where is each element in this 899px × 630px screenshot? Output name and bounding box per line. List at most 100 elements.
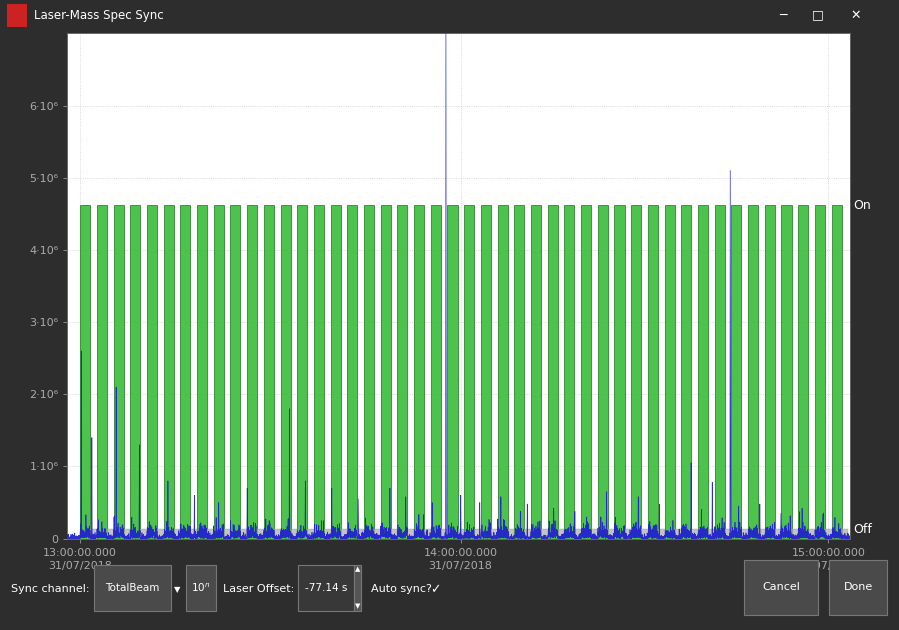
Bar xyxy=(592,529,598,539)
Bar xyxy=(658,529,664,539)
Bar xyxy=(581,205,592,539)
Text: -77.14 s: -77.14 s xyxy=(305,583,348,593)
Bar xyxy=(825,529,832,539)
Bar xyxy=(380,205,391,539)
Bar xyxy=(514,205,524,539)
Text: $10^n$: $10^n$ xyxy=(191,581,210,594)
Bar xyxy=(648,205,658,539)
Bar xyxy=(80,205,90,539)
Bar xyxy=(798,205,808,539)
Text: Laser Offset:: Laser Offset: xyxy=(223,584,294,594)
Bar xyxy=(625,529,631,539)
Bar xyxy=(164,205,174,539)
Bar xyxy=(263,205,274,539)
Bar xyxy=(347,205,357,539)
Bar xyxy=(791,529,798,539)
Bar xyxy=(174,529,181,539)
Bar xyxy=(197,205,207,539)
Bar xyxy=(207,529,214,539)
Bar xyxy=(541,529,547,539)
Bar xyxy=(608,529,615,539)
Bar xyxy=(94,564,171,611)
Bar xyxy=(230,205,240,539)
Text: ─: ─ xyxy=(779,9,787,21)
Bar xyxy=(547,205,557,539)
Text: TotalBeam: TotalBeam xyxy=(105,583,160,593)
Bar xyxy=(274,529,280,539)
Bar xyxy=(374,529,380,539)
Bar xyxy=(341,529,347,539)
Bar xyxy=(732,205,742,539)
Bar xyxy=(280,205,290,539)
Bar xyxy=(240,529,247,539)
Text: ✕: ✕ xyxy=(850,9,861,21)
Bar xyxy=(414,205,424,539)
Bar xyxy=(775,529,781,539)
Bar xyxy=(314,205,324,539)
Bar xyxy=(474,529,481,539)
Bar xyxy=(765,205,775,539)
Bar xyxy=(97,205,107,539)
Text: ▼: ▼ xyxy=(355,603,360,609)
Text: ▲: ▲ xyxy=(355,566,360,572)
Text: Auto sync?: Auto sync? xyxy=(371,584,432,594)
Bar xyxy=(424,529,431,539)
Bar xyxy=(481,205,491,539)
Bar xyxy=(90,529,97,539)
Text: Off: Off xyxy=(853,523,872,536)
Bar xyxy=(431,205,441,539)
Bar xyxy=(631,205,641,539)
Bar xyxy=(324,529,331,539)
Bar xyxy=(565,205,574,539)
Bar xyxy=(331,205,341,539)
Text: Laser-Mass Spec Sync: Laser-Mass Spec Sync xyxy=(34,9,164,21)
Bar xyxy=(781,205,791,539)
Bar xyxy=(214,205,224,539)
Bar xyxy=(191,529,197,539)
Bar xyxy=(691,529,698,539)
Bar xyxy=(557,529,565,539)
Bar xyxy=(708,529,715,539)
Bar xyxy=(574,529,581,539)
Bar xyxy=(808,529,814,539)
Bar xyxy=(107,529,113,539)
Text: Done: Done xyxy=(843,583,873,592)
Bar xyxy=(742,529,748,539)
Bar xyxy=(758,529,765,539)
Text: ✓: ✓ xyxy=(430,583,441,596)
Bar xyxy=(814,205,825,539)
Bar xyxy=(157,529,164,539)
Bar xyxy=(147,205,157,539)
Bar xyxy=(307,529,314,539)
Bar xyxy=(715,205,725,539)
Bar xyxy=(123,529,130,539)
Bar xyxy=(407,529,414,539)
Bar xyxy=(247,205,257,539)
Bar xyxy=(224,529,230,539)
Text: ▼: ▼ xyxy=(174,585,180,593)
Bar xyxy=(698,205,708,539)
Bar xyxy=(531,205,541,539)
Bar xyxy=(725,529,732,539)
Bar xyxy=(508,529,514,539)
Bar xyxy=(491,529,498,539)
Bar xyxy=(464,205,474,539)
Text: □: □ xyxy=(812,9,824,21)
Bar xyxy=(113,205,123,539)
Bar xyxy=(664,205,674,539)
Bar xyxy=(140,529,147,539)
Bar xyxy=(181,205,191,539)
Bar xyxy=(748,205,758,539)
Bar xyxy=(257,529,263,539)
Bar xyxy=(298,205,307,539)
Bar xyxy=(681,205,691,539)
Bar xyxy=(448,205,458,539)
Text: Cancel: Cancel xyxy=(762,583,800,592)
Bar xyxy=(397,205,407,539)
Bar xyxy=(130,205,140,539)
Bar xyxy=(829,560,887,615)
Bar xyxy=(744,560,818,615)
Bar xyxy=(186,564,216,611)
Text: Sync channel:: Sync channel: xyxy=(11,584,89,594)
Bar xyxy=(641,529,648,539)
